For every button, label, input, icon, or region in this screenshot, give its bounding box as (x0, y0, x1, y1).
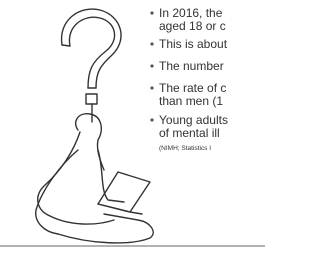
question-mark-dot (86, 94, 97, 104)
legs (58, 214, 153, 243)
question-mark-inner (69, 17, 114, 88)
bullet-text: This is about (159, 37, 228, 51)
arm (98, 150, 124, 202)
bullet-dot (150, 64, 153, 67)
source-note: (NIMH; Statistics I (159, 145, 211, 152)
bullet-text: aged 18 or c (159, 19, 226, 33)
bullet-text: In 2016, the (159, 6, 223, 20)
hair-back (38, 132, 80, 216)
bullet-text: The number (159, 59, 224, 73)
bullet-text: The rate of c (159, 81, 226, 95)
bullet-dot (150, 42, 153, 45)
bullet-dot (150, 11, 153, 14)
bullet-dot (150, 86, 153, 89)
bullet-text: than men (1 (159, 94, 223, 108)
bullet-text: of mental ill (159, 126, 220, 140)
bullet-dot (150, 118, 153, 121)
question-mark-edge (62, 45, 96, 88)
bullet-text: Young adults (159, 113, 228, 127)
question-mark (62, 9, 122, 88)
leg-fold (50, 216, 114, 224)
laptop-base (98, 204, 142, 214)
back (36, 150, 78, 234)
